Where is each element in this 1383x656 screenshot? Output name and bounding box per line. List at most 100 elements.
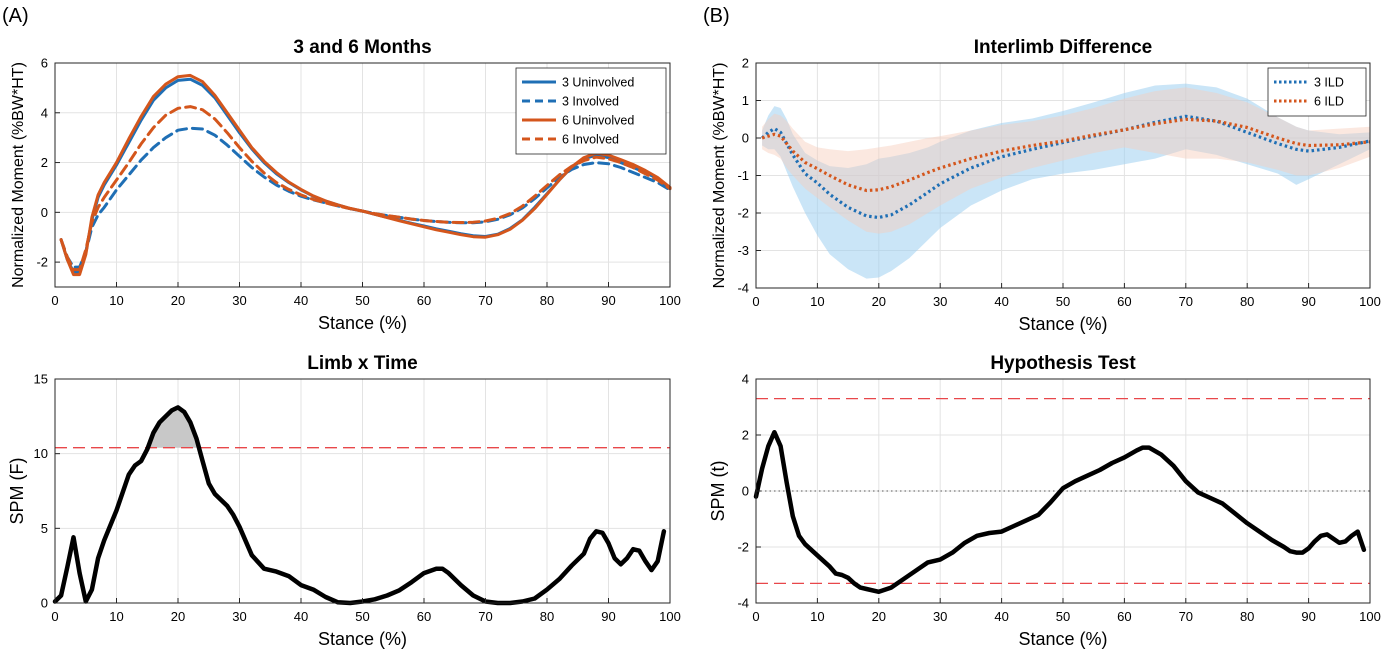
x-tick-label: 80 <box>540 609 554 624</box>
legend: 3 ILD 6 ILD <box>1267 67 1367 117</box>
legend-entry: 6 ILD <box>1314 95 1344 109</box>
x-tick-label: 50 <box>1056 609 1070 624</box>
x-tick-label: 70 <box>478 609 492 624</box>
x-tick-label: 30 <box>232 609 246 624</box>
series-line-6-ild <box>761 117 1371 193</box>
y-tick-label: 2 <box>742 428 749 443</box>
y-tick-label: -1 <box>737 168 749 183</box>
x-tick-label: 10 <box>109 609 123 624</box>
legend: 3 Uninvolved 3 Involved 6 Uninvolved 6 Invo… <box>515 67 667 155</box>
y-tick-label: -3 <box>737 243 749 258</box>
x-tick-label: 20 <box>171 609 185 624</box>
x-axis-label: Stance (%) <box>318 629 407 649</box>
x-tick-label: 80 <box>540 293 554 308</box>
x-tick-label: 60 <box>1117 294 1131 309</box>
x-tick-label: 0 <box>752 609 759 624</box>
y-tick-label: 4 <box>742 372 749 387</box>
legend-entry: 6 Involved <box>562 133 619 147</box>
x-tick-label: 60 <box>1117 609 1131 624</box>
y-axis-label: Normalized Moment (%BW*HT) <box>10 62 27 288</box>
x-tick-label: 20 <box>872 609 886 624</box>
y-tick-label: 4 <box>41 105 48 120</box>
x-tick-label: 50 <box>1056 294 1070 309</box>
x-tick-label: 40 <box>994 294 1008 309</box>
x-tick-label: 50 <box>355 609 369 624</box>
y-tick-label: 10 <box>34 446 48 461</box>
x-tick-label: 70 <box>1179 609 1193 624</box>
series-line-spm <box>52 405 667 606</box>
x-tick-label: 30 <box>933 609 947 624</box>
x-tick-label: 10 <box>810 294 824 309</box>
x-tick-label: 100 <box>1359 294 1381 309</box>
x-tick-label: 100 <box>659 609 681 624</box>
y-tick-label: 15 <box>34 372 48 387</box>
y-tick-label: -4 <box>737 596 749 611</box>
y-tick-label: 0 <box>41 596 48 611</box>
y-tick-label: 0 <box>742 131 749 146</box>
legend-entry: 3 Involved <box>562 95 619 109</box>
grid <box>54 378 671 604</box>
x-tick-label: 30 <box>232 293 246 308</box>
chart-title: Hypothesis Test <box>990 353 1136 374</box>
legend-box <box>1267 67 1367 117</box>
x-tick-label: 60 <box>417 293 431 308</box>
x-tick-label: 60 <box>417 609 431 624</box>
x-axis-label: Stance (%) <box>1018 314 1107 334</box>
y-tick-label: 5 <box>41 521 48 536</box>
y-axis-label: Normalized Moment (%BW*HT) <box>711 63 728 289</box>
series-line-6-involved <box>59 105 672 272</box>
x-tick-label: 0 <box>51 609 58 624</box>
legend-entry: 6 Uninvolved <box>562 114 634 128</box>
x-tick-label: 80 <box>1240 294 1254 309</box>
y-tick-label: -4 <box>737 281 749 296</box>
x-tick-label: 40 <box>294 293 308 308</box>
y-tick-label: -2 <box>737 206 749 221</box>
x-tick-label: 0 <box>51 293 58 308</box>
x-tick-label: 70 <box>1179 294 1193 309</box>
panel-label-a: (A) <box>2 5 29 27</box>
x-tick-label: 40 <box>294 609 308 624</box>
x-tick-label: 100 <box>1359 609 1381 624</box>
x-tick-label: 0 <box>752 294 759 309</box>
y-tick-label: 2 <box>742 56 749 71</box>
legend-entry: 3 ILD <box>1314 76 1344 90</box>
y-tick-label: 0 <box>41 205 48 220</box>
x-tick-label: 100 <box>659 293 681 308</box>
y-tick-label: 1 <box>742 93 749 108</box>
panel-label-b: (B) <box>703 5 730 27</box>
x-tick-label: 90 <box>601 609 615 624</box>
legend-entry: 3 Uninvolved <box>562 76 634 90</box>
x-axis-label: Stance (%) <box>318 313 407 333</box>
y-tick-label: 6 <box>41 56 48 71</box>
y-tick-label: -2 <box>36 255 48 270</box>
x-tick-label: 80 <box>1240 609 1254 624</box>
y-axis-label: SPM (F) <box>7 458 27 525</box>
x-tick-label: 20 <box>171 293 185 308</box>
x-tick-label: 70 <box>478 293 492 308</box>
chart-a-top: 0 10 20 30 40 50 60 70 80 90 100 -2 0 2 4 6 3 and 6 Mont… <box>10 37 681 333</box>
chart-title: Limb x Time <box>307 353 418 374</box>
x-tick-label: 10 <box>109 293 123 308</box>
x-tick-label: 90 <box>1301 294 1315 309</box>
x-tick-label: 40 <box>994 609 1008 624</box>
series-line-spm <box>753 429 1367 595</box>
confidence-band-2 <box>762 87 1370 234</box>
chart-b-top: 0 10 20 30 40 50 60 70 80 90 100 -4 -3 -2 -1 0 1 2 Interli… <box>711 37 1381 334</box>
x-tick-label: 10 <box>810 609 824 624</box>
chart-title: Interlimb Difference <box>974 37 1152 58</box>
chart-a-bottom: 0 10 20 30 40 50 60 70 80 90 100 0 5 10 15 Limb x Time S… <box>7 353 681 649</box>
x-tick-label: 90 <box>601 293 615 308</box>
x-tick-label: 50 <box>355 293 369 308</box>
chart-title: 3 and 6 Months <box>293 37 431 58</box>
x-tick-label: 90 <box>1301 609 1315 624</box>
x-axis-label: Stance (%) <box>1018 629 1107 649</box>
y-tick-label: -2 <box>737 540 749 555</box>
confidence-band-1 <box>762 83 1370 279</box>
chart-b-bottom: 0 10 20 30 40 50 60 70 80 90 100 -4 -2 0 2 4 Hypothesis … <box>708 353 1381 649</box>
x-tick-label: 20 <box>872 294 886 309</box>
x-tick-label: 30 <box>933 294 947 309</box>
y-axis-label: SPM (t) <box>708 461 728 522</box>
y-tick-label: 0 <box>742 484 749 499</box>
y-tick-label: 2 <box>41 155 48 170</box>
